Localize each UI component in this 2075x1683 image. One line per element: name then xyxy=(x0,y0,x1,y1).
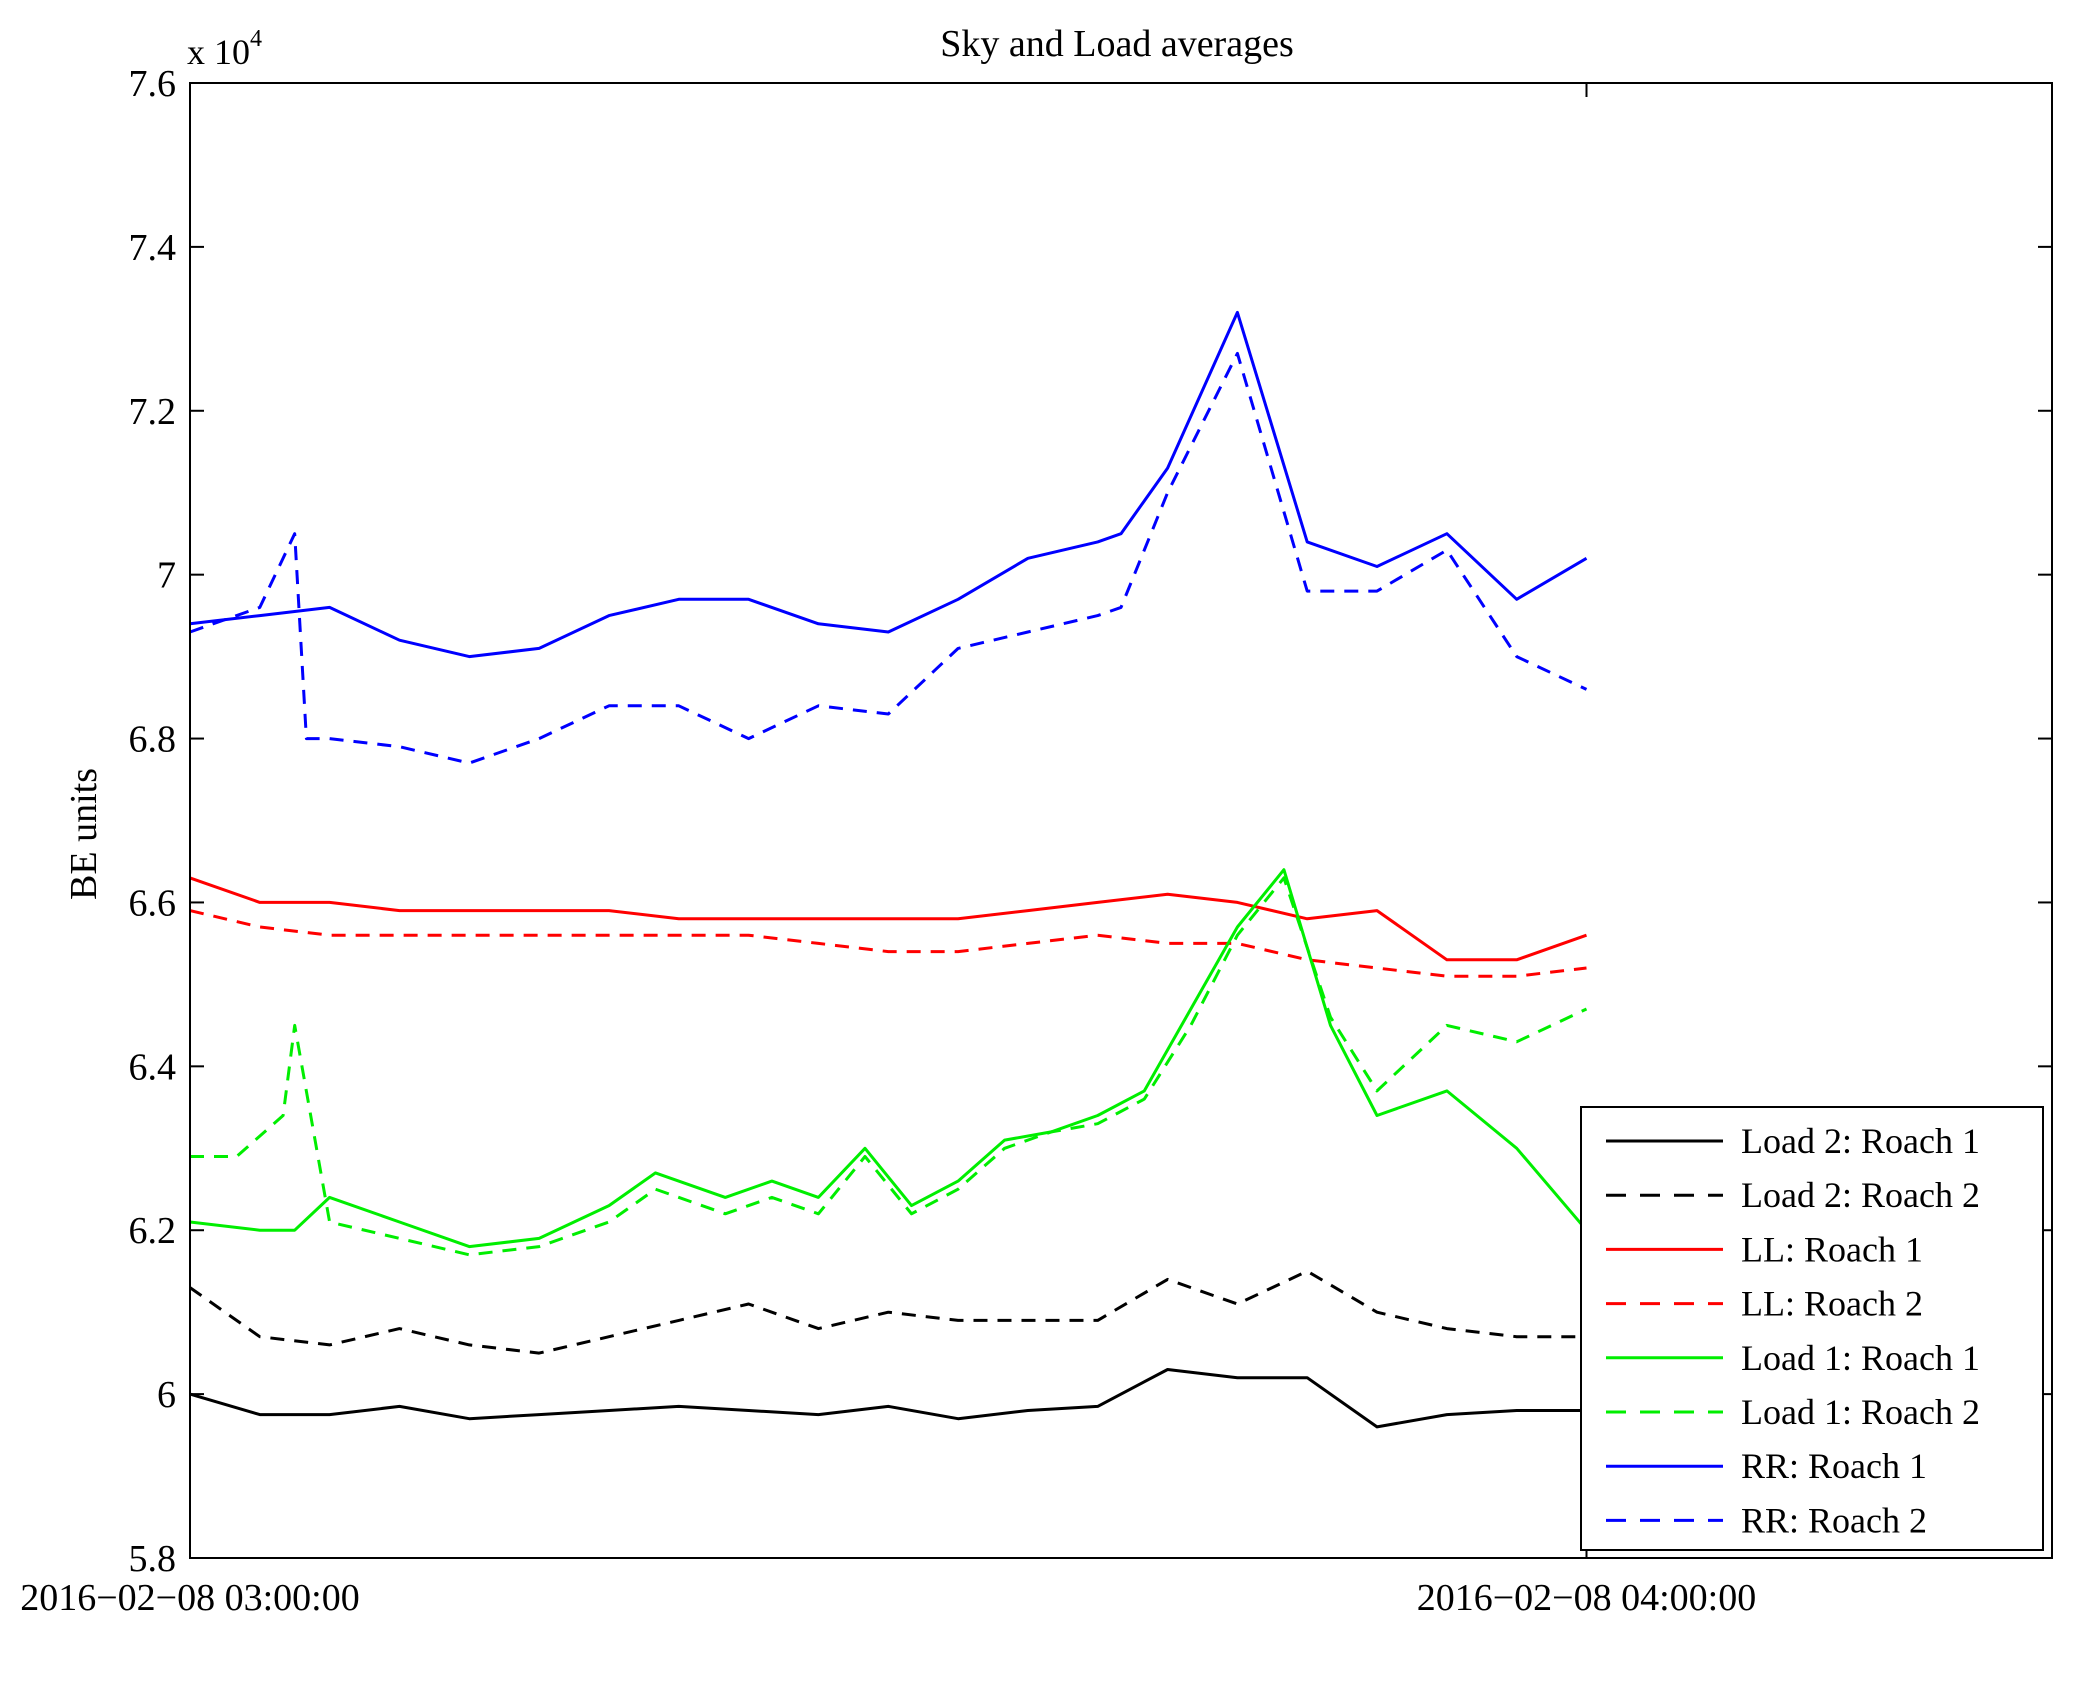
legend-label: LL: Roach 2 xyxy=(1741,1284,1923,1324)
series-line xyxy=(189,310,1588,659)
plot-frame xyxy=(189,82,2053,1559)
series-line xyxy=(190,876,1588,1257)
legend-label: Load 1: Roach 1 xyxy=(1741,1338,1980,1378)
y-tick-label: 7.2 xyxy=(129,391,177,433)
legend-label: RR: Roach 2 xyxy=(1741,1500,1927,1540)
series-line xyxy=(189,1368,1587,1429)
series-line xyxy=(189,876,1587,962)
axes-layer: 5.8 6 6.2 6.4 6.6 6.8 7 7.2 7.4 7.6 2016−02−08 03:… xyxy=(20,63,2053,1619)
chart-title: Sky and Load averages xyxy=(940,23,1294,65)
y-tick-label: 7 xyxy=(157,555,176,597)
y-tick-label: 5.8 xyxy=(129,1538,177,1580)
y-tick-label: 6.8 xyxy=(129,719,177,761)
y-multiplier-label: x 104 xyxy=(187,26,262,72)
y-axis-label: BE units xyxy=(63,768,105,900)
series-layer xyxy=(189,310,1588,1429)
y-tick-label: 6.6 xyxy=(129,882,177,924)
legend-label: Load 1: Roach 2 xyxy=(1741,1392,1980,1432)
series-line xyxy=(189,351,1588,765)
legend-label: RR: Roach 1 xyxy=(1741,1446,1927,1486)
legend-label: LL: Roach 1 xyxy=(1741,1229,1923,1269)
x-tick-label: 2016−02−08 03:00:00 xyxy=(20,1577,359,1619)
series-line xyxy=(189,909,1587,978)
y-tick-label: 6.4 xyxy=(129,1046,177,1088)
y-multiplier-exponent: 4 xyxy=(250,26,262,52)
y-multiplier-base: x 10 xyxy=(187,32,250,72)
y-tick-label: 6 xyxy=(157,1374,176,1416)
y-tick-label: 7.6 xyxy=(129,63,177,105)
legend-label: Load 2: Roach 1 xyxy=(1741,1121,1980,1161)
y-tick-label: 7.4 xyxy=(129,227,177,269)
legend-label: Load 2: Roach 2 xyxy=(1741,1175,1980,1215)
legend: Load 2: Roach 1 Load 2: Roach 2 LL: Roach … xyxy=(1580,1106,2044,1551)
y-tick-label: 6.2 xyxy=(129,1210,177,1252)
x-tick-label: 2016−02−08 04:00:00 xyxy=(1417,1577,1756,1619)
series-line xyxy=(189,1269,1587,1355)
legend-box xyxy=(1580,1106,2044,1551)
